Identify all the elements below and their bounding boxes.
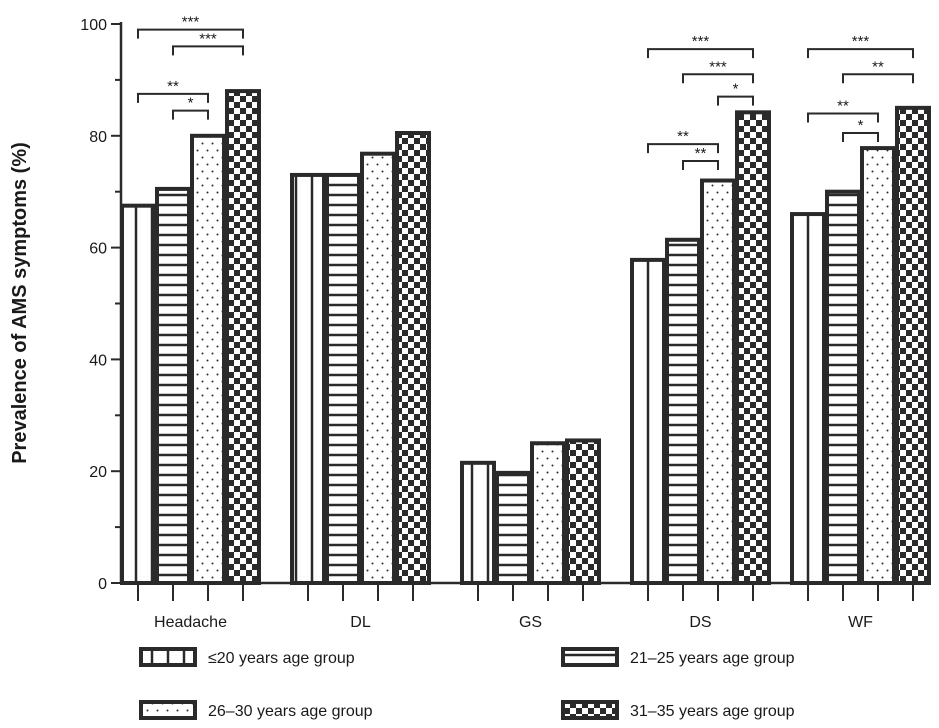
bar-gs-series-3 [530, 441, 566, 585]
bar-dl-series-2 [325, 172, 361, 585]
legend-swatch [561, 647, 619, 667]
bar-wf-series-4 [895, 105, 931, 585]
legend-item-3: 26–30 years age group [139, 700, 373, 720]
bar-dl-series-3 [360, 151, 396, 586]
significance-label: *** [199, 30, 217, 47]
y-tick-label: 60 [89, 241, 107, 258]
significance-label: ** [872, 58, 884, 75]
significance-bracket [647, 143, 719, 154]
bar-gs-series-1 [460, 460, 496, 585]
bar-headache-series-1 [120, 203, 156, 586]
category-label-ds: DS [689, 614, 711, 631]
axes: 0 20 40 60 80 100 Headache DL GS DS WF [80, 17, 930, 631]
significance-label: * [188, 95, 194, 112]
significance-bracket [682, 159, 719, 170]
bar-ds-series-2 [665, 237, 701, 586]
bar-ds-series-3 [700, 178, 736, 586]
legend-item-4: 31–35 years age group [561, 700, 795, 720]
significance-bracket [647, 48, 754, 59]
legend-swatch [139, 700, 197, 720]
y-tick-label: 100 [80, 17, 107, 34]
significance-label: * [733, 81, 739, 98]
significance-label: *** [709, 58, 727, 75]
y-tick-label: 40 [89, 352, 107, 369]
bar-headache-series-2 [155, 186, 191, 585]
bar-wf-series-2 [825, 189, 861, 585]
legend-label: ≤20 years age group [208, 650, 355, 667]
y-tick-label: 0 [98, 576, 107, 593]
significance-label: *** [852, 33, 870, 50]
significance-bracket [682, 73, 754, 84]
bar-dl-series-4 [395, 131, 431, 585]
significance-bracket [172, 109, 209, 120]
significance-label: *** [182, 14, 200, 31]
y-axis-title: Prevalence of AMS symptoms (%) [9, 142, 31, 464]
significance-bracket [137, 92, 209, 103]
legend-label: 21–25 years age group [630, 650, 795, 667]
bar-ds-series-4 [735, 110, 771, 586]
category-label-headache: Headache [154, 614, 227, 631]
significance-label: ** [695, 145, 707, 162]
bar-gs-series-2 [495, 470, 531, 586]
significance-label: ** [167, 78, 179, 95]
legend-item-1: ≤20 years age group [139, 647, 355, 667]
bar-wf-series-1 [790, 212, 826, 585]
significance-label: *** [692, 33, 710, 50]
significance-bracket [137, 28, 244, 39]
significance-bracket [172, 45, 244, 56]
significance-bracket [807, 48, 914, 59]
bar-wf-series-3 [860, 146, 896, 586]
significance-bracket [842, 132, 879, 143]
significance-label: * [858, 117, 864, 134]
category-label-wf: WF [848, 614, 873, 631]
significance-bracket [807, 112, 879, 123]
legend-item-2: 21–25 years age group [561, 647, 795, 667]
y-tick-label: 80 [89, 129, 107, 146]
category-label-gs: GS [519, 614, 542, 631]
significance-label: ** [677, 128, 689, 145]
bar-ds-series-1 [630, 257, 666, 585]
bars [120, 89, 931, 586]
legend-swatch [561, 700, 619, 720]
significance-bracket [717, 95, 754, 106]
significance-label: ** [837, 97, 849, 114]
bar-gs-series-4 [565, 438, 601, 585]
legend-swatch [139, 647, 197, 667]
bar-dl-series-1 [290, 172, 326, 585]
legend-label: 26–30 years age group [208, 703, 373, 720]
y-tick-label: 20 [89, 464, 107, 481]
bar-headache-series-4 [225, 89, 261, 586]
category-label-dl: DL [350, 614, 371, 631]
bar-headache-series-3 [190, 133, 226, 586]
legend: ≤20 years age group 21–25 years age group… [139, 647, 795, 720]
legend-label: 31–35 years age group [630, 703, 795, 720]
significance-brackets: **************************** [137, 14, 914, 170]
significance-bracket [842, 73, 914, 84]
